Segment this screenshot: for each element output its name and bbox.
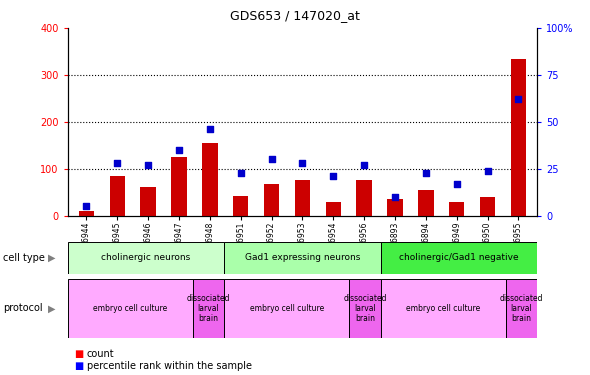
- Bar: [224, 279, 349, 338]
- Point: [267, 156, 276, 162]
- Point: [483, 168, 492, 174]
- Text: percentile rank within the sample: percentile rank within the sample: [87, 361, 252, 370]
- Bar: [449, 202, 464, 216]
- Text: ■: ■: [74, 350, 83, 359]
- Text: dissociated
larval
brain: dissociated larval brain: [343, 294, 386, 323]
- Bar: [506, 279, 537, 338]
- Bar: [68, 242, 224, 274]
- Text: ▶: ▶: [48, 303, 55, 313]
- Text: ■: ■: [74, 361, 83, 370]
- Point: [113, 160, 122, 166]
- Bar: [233, 196, 248, 216]
- Bar: [349, 279, 381, 338]
- Text: embryo cell culture: embryo cell culture: [93, 304, 168, 313]
- Bar: [381, 279, 506, 338]
- Bar: [264, 184, 279, 216]
- Point: [452, 181, 461, 187]
- Point: [205, 126, 215, 132]
- Bar: [202, 143, 218, 216]
- Bar: [171, 157, 186, 216]
- Text: cholinergic/Gad1 negative: cholinergic/Gad1 negative: [399, 254, 519, 262]
- Bar: [78, 211, 94, 216]
- Bar: [381, 242, 537, 274]
- Bar: [294, 180, 310, 216]
- Point: [143, 162, 153, 168]
- Point: [359, 162, 369, 168]
- Bar: [140, 187, 156, 216]
- Point: [390, 194, 399, 200]
- Text: dissociated
larval
brain: dissociated larval brain: [500, 294, 543, 323]
- Text: embryo cell culture: embryo cell culture: [250, 304, 324, 313]
- Point: [236, 170, 245, 176]
- Bar: [193, 279, 224, 338]
- Bar: [480, 197, 495, 216]
- Bar: [68, 279, 193, 338]
- Bar: [387, 199, 402, 216]
- Text: cholinergic neurons: cholinergic neurons: [101, 254, 191, 262]
- Point: [329, 173, 338, 179]
- Point: [174, 147, 183, 153]
- Bar: [418, 190, 434, 216]
- Point: [514, 96, 523, 102]
- Text: ▶: ▶: [48, 253, 55, 263]
- Point: [297, 160, 307, 166]
- Bar: [110, 176, 125, 216]
- Point: [421, 170, 431, 176]
- Text: Gad1 expressing neurons: Gad1 expressing neurons: [245, 254, 360, 262]
- Bar: [511, 58, 526, 216]
- Text: count: count: [87, 350, 114, 359]
- Text: protocol: protocol: [3, 303, 42, 313]
- Text: dissociated
larval
brain: dissociated larval brain: [187, 294, 230, 323]
- Point: [81, 203, 91, 209]
- Bar: [224, 242, 381, 274]
- Bar: [356, 180, 372, 216]
- Text: embryo cell culture: embryo cell culture: [406, 304, 480, 313]
- Text: GDS653 / 147020_at: GDS653 / 147020_at: [230, 9, 360, 22]
- Bar: [326, 202, 341, 216]
- Text: cell type: cell type: [3, 253, 45, 263]
